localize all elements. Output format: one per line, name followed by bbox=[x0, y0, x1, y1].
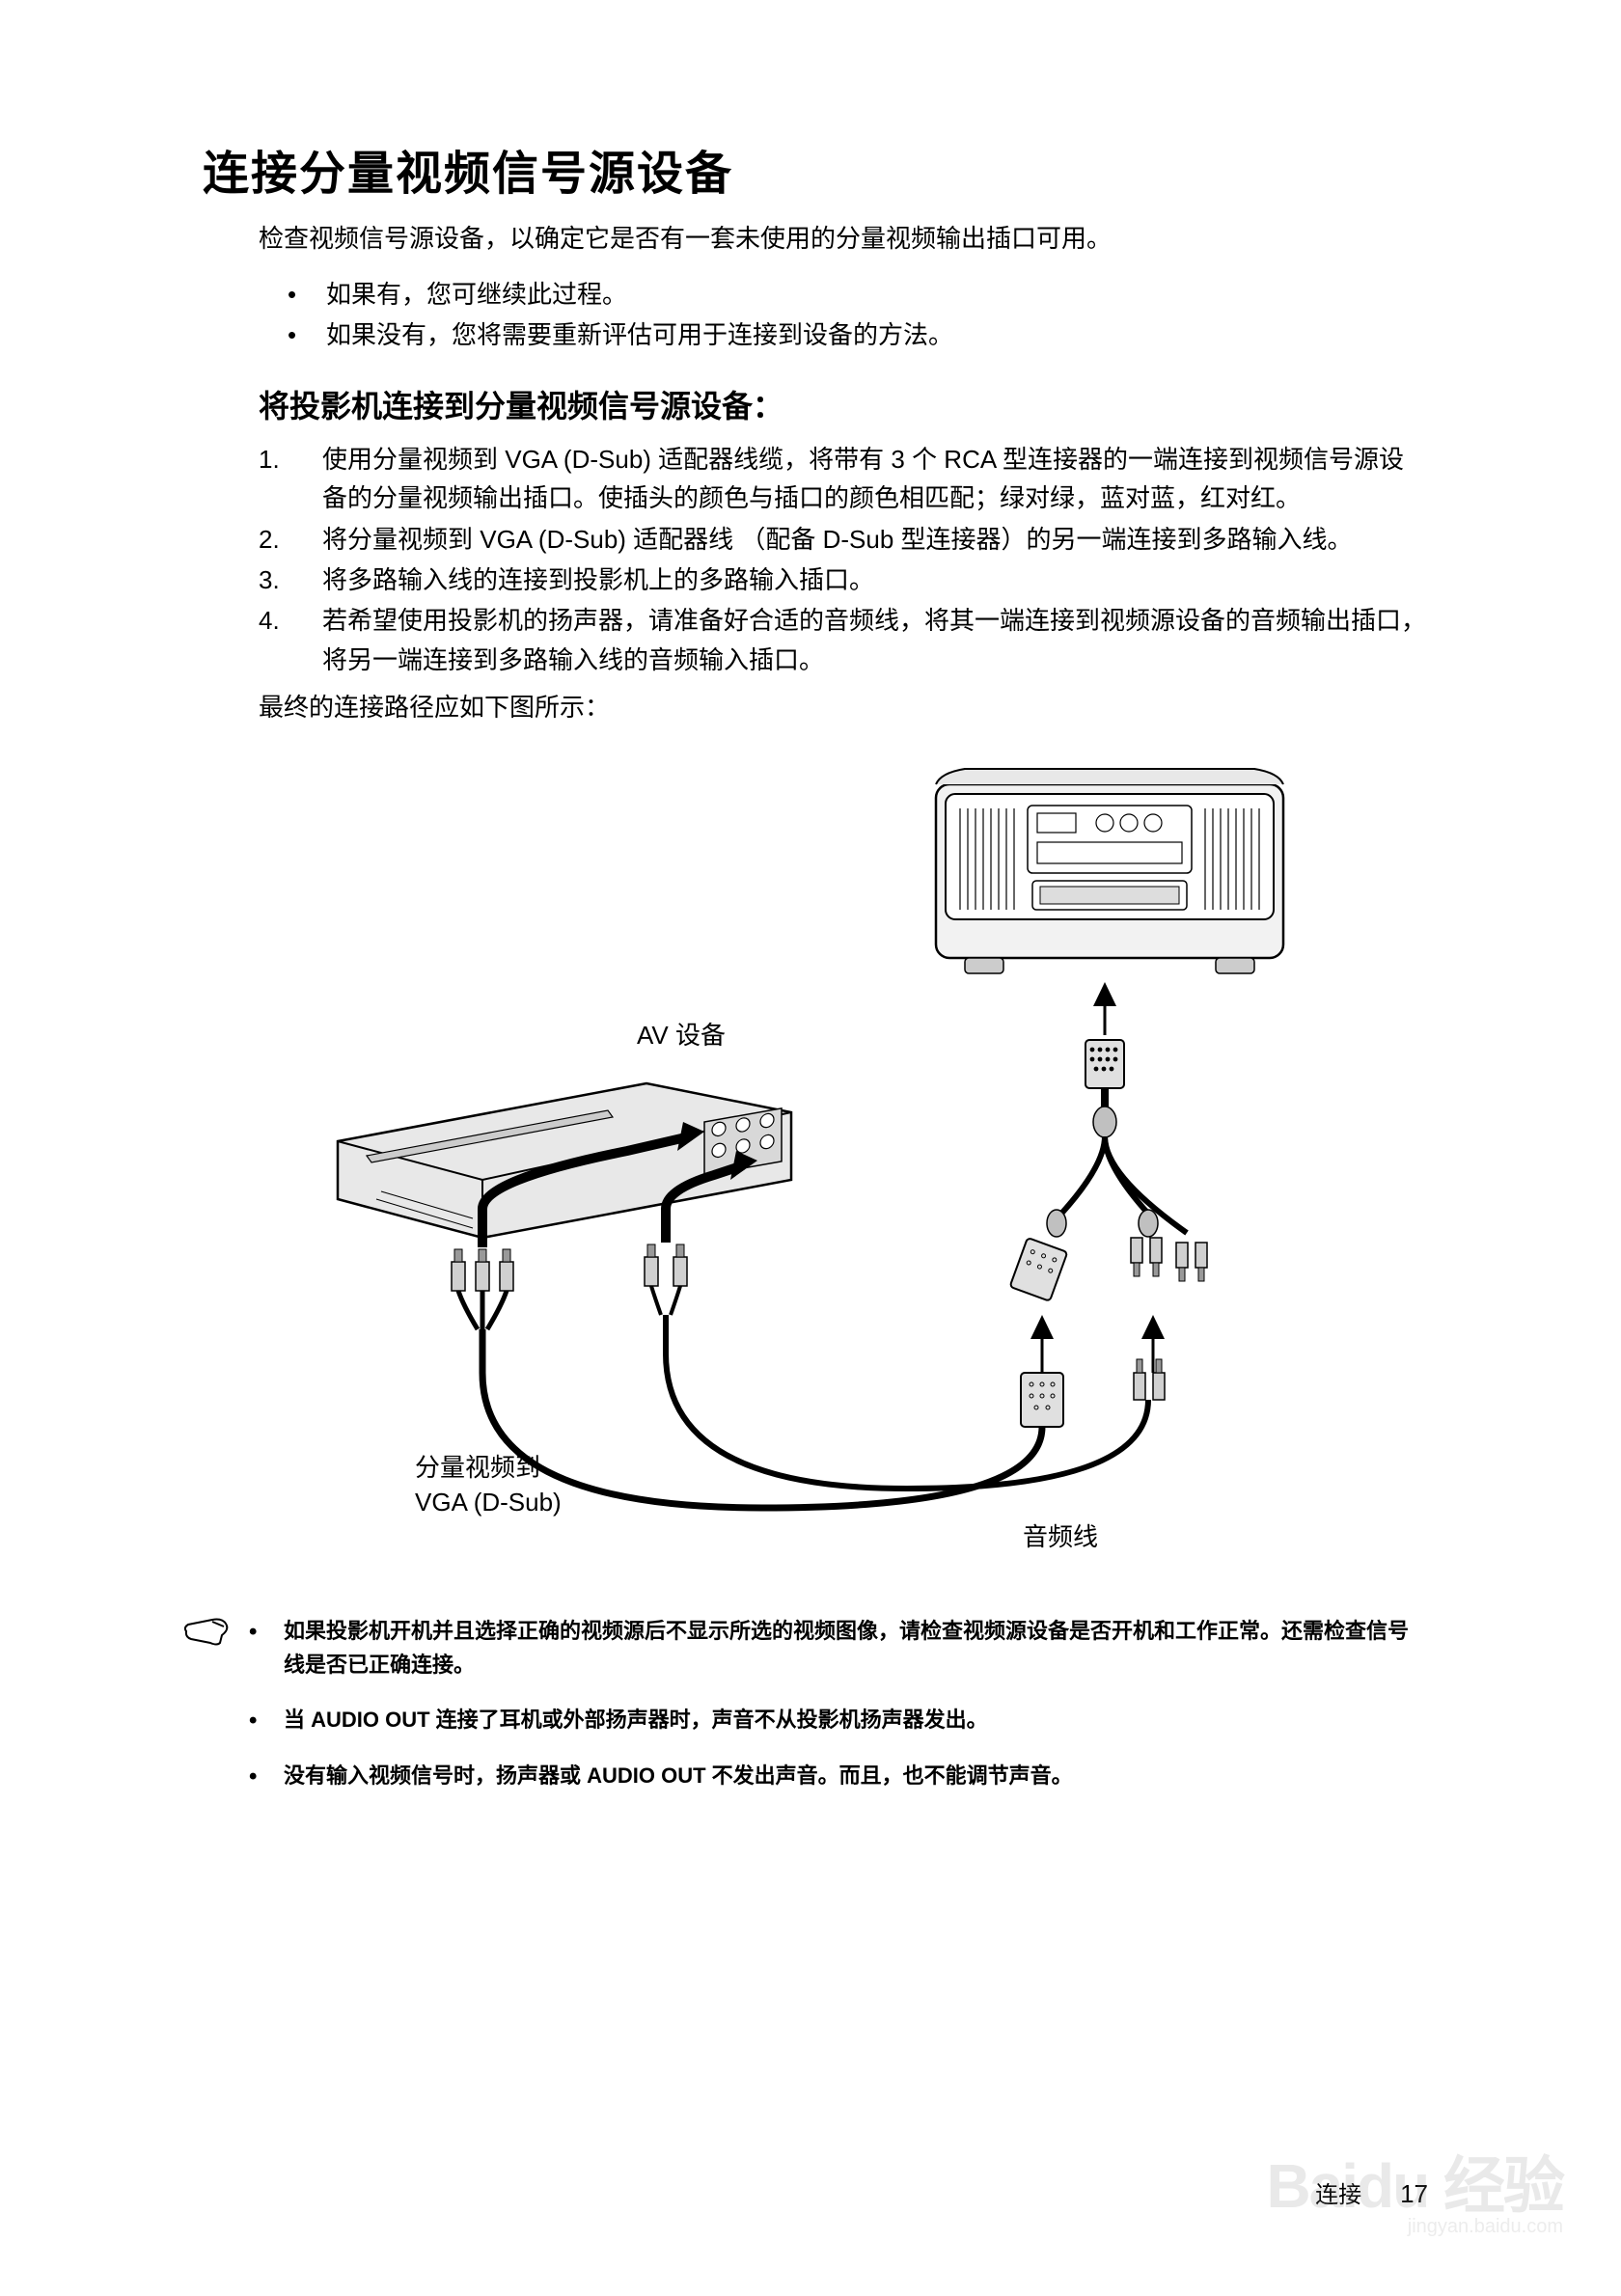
bullet-item: 如果没有，您将需要重新评估可用于连接到设备的方法。 bbox=[288, 315, 1428, 356]
step-list: 1.使用分量视频到 VGA (D-Sub) 适配器线缆，将带有 3 个 RCA … bbox=[259, 440, 1428, 679]
diagram-label-component: 分量视频到 VGA (D-Sub) bbox=[415, 1450, 562, 1520]
step-text: 使用分量视频到 VGA (D-Sub) 适配器线缆，将带有 3 个 RCA 型连… bbox=[322, 445, 1404, 512]
step-text: 将分量视频到 VGA (D-Sub) 适配器线 （配备 D-Sub 型连接器）的… bbox=[322, 525, 1353, 554]
section-subtitle: 将投影机连接到分量视频信号源设备： bbox=[259, 382, 1428, 426]
step-text: 将多路输入线的连接到投影机上的多路输入插口。 bbox=[322, 565, 874, 594]
note-item: 没有输入视频信号时，扬声器或 AUDIO OUT 不发出声音。而且，也不能调节声… bbox=[249, 1759, 1428, 1792]
step-item: 4.若希望使用投影机的扬声器，请准备好合适的音频线，将其一端连接到视频源设备的音… bbox=[259, 601, 1428, 679]
connection-diagram: AV 设备 分量视频到 VGA (D-Sub) 音频线 bbox=[280, 755, 1341, 1566]
step-item: 1.使用分量视频到 VGA (D-Sub) 适配器线缆，将带有 3 个 RCA … bbox=[259, 440, 1428, 518]
rca-plugs-icon bbox=[452, 1249, 513, 1291]
audio-rca-icon bbox=[645, 1244, 687, 1286]
note-list: 如果投影机开机并且选择正确的视频源后不显示所选的视频图像，请检查视频源设备是否开… bbox=[249, 1614, 1428, 1814]
watermark-main: Baidu 经验 bbox=[1266, 2137, 1563, 2226]
audio-jack-icon bbox=[1134, 1359, 1165, 1400]
watermark: Baidu 经验 jingyan.baidu.com bbox=[1266, 2137, 1563, 2238]
intro-text: 检查视频信号源设备，以确定它是否有一套未使用的分量视频输出插口可用。 bbox=[259, 220, 1428, 258]
dsub-connector-icon bbox=[1021, 1373, 1063, 1427]
note-item: 当 AUDIO OUT 连接了耳机或外部扬声器时，声音不从投影机扬声器发出。 bbox=[249, 1703, 1428, 1736]
diagram-intro: 最终的连接路径应如下图所示： bbox=[259, 689, 1428, 726]
note-hand-icon bbox=[183, 1614, 232, 1647]
notes-block: 如果投影机开机并且选择正确的视频源后不显示所选的视频图像，请检查视频源设备是否开… bbox=[183, 1614, 1428, 1814]
diagram-label-audio: 音频线 bbox=[1023, 1517, 1098, 1553]
diagram-label-av: AV 设备 bbox=[637, 1016, 726, 1052]
projector-icon bbox=[936, 769, 1283, 973]
step-item: 3.将多路输入线的连接到投影机上的多路输入插口。 bbox=[259, 560, 1428, 599]
check-bullets: 如果有，您可继续此过程。 如果没有，您将需要重新评估可用于连接到设备的方法。 bbox=[288, 275, 1428, 355]
step-item: 2.将分量视频到 VGA (D-Sub) 适配器线 （配备 D-Sub 型连接器… bbox=[259, 520, 1428, 559]
bullet-item: 如果有，您可继续此过程。 bbox=[288, 275, 1428, 315]
step-text: 若希望使用投影机的扬声器，请准备好合适的音频线，将其一端连接到视频源设备的音频输… bbox=[322, 606, 1426, 673]
note-item: 如果投影机开机并且选择正确的视频源后不显示所选的视频图像，请检查视频源设备是否开… bbox=[249, 1614, 1428, 1681]
page-title: 连接分量视频信号源设备 bbox=[203, 135, 1428, 203]
cable-hub-icon bbox=[1010, 1040, 1207, 1301]
